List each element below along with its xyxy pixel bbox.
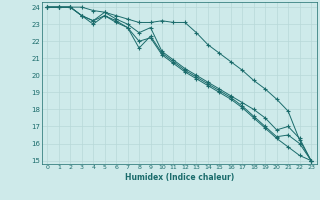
X-axis label: Humidex (Indice chaleur): Humidex (Indice chaleur) <box>124 173 234 182</box>
